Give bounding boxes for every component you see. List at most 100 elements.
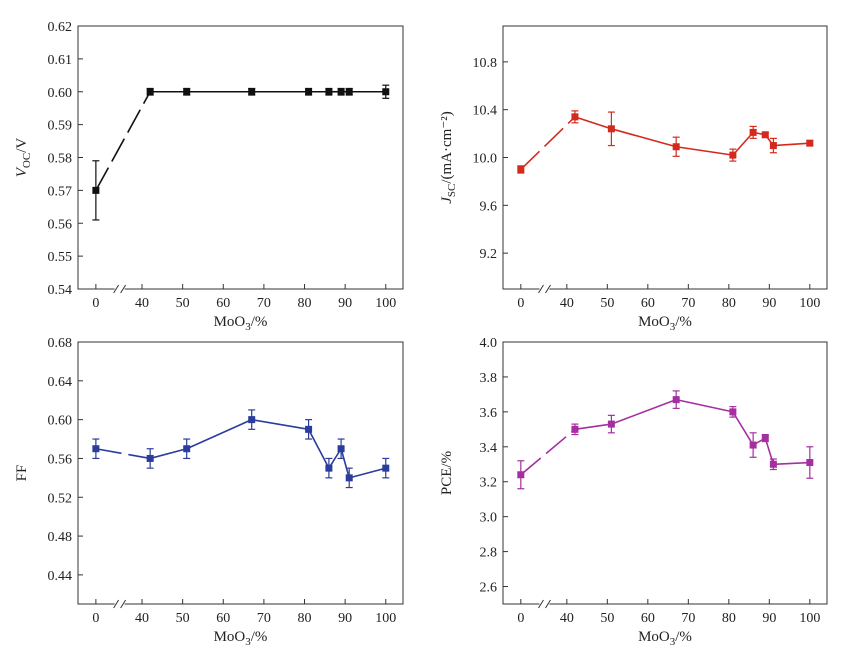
data-point xyxy=(305,425,313,433)
plot-frame xyxy=(77,25,404,290)
y-tick-label: 2.6 xyxy=(480,581,498,596)
axis-break-mark xyxy=(113,599,120,609)
series-line-segment xyxy=(95,447,151,460)
data-point xyxy=(769,142,777,150)
x-tick-label: 80 xyxy=(298,611,312,626)
x-tick-label: 100 xyxy=(799,296,820,311)
y-tick-label: 3.6 xyxy=(480,406,498,421)
x-axis-label: MoO3/% xyxy=(638,314,692,333)
series-line-segment xyxy=(149,447,187,460)
y-tick-label: 10.8 xyxy=(473,56,498,71)
data-point xyxy=(92,186,100,194)
x-tick-label: 60 xyxy=(216,611,230,626)
x-tick-label: 40 xyxy=(560,296,574,311)
series-line-segment xyxy=(574,116,612,130)
x-tick-label: 60 xyxy=(641,611,655,626)
y-tick-label: 3.8 xyxy=(480,371,498,386)
x-tick-label: 70 xyxy=(257,611,271,626)
data-point xyxy=(92,445,100,453)
data-point xyxy=(729,151,737,159)
data-point xyxy=(517,471,525,479)
data-point xyxy=(248,88,256,96)
axis-break-mark xyxy=(538,284,544,294)
x-tick-label: 0 xyxy=(92,611,99,626)
series-line-segment xyxy=(773,461,810,466)
y-tick-label: 0.60 xyxy=(48,414,73,429)
y-axis-label: VOC/V xyxy=(14,138,33,178)
y-tick-label: 4.0 xyxy=(480,336,498,351)
series-line-segment xyxy=(349,467,386,479)
data-point xyxy=(517,165,525,173)
data-point xyxy=(672,143,680,151)
axis-break-gap xyxy=(539,600,550,608)
y-tick-label: 10.0 xyxy=(473,152,498,167)
x-tick-label: 80 xyxy=(298,296,312,311)
series-line-segment xyxy=(186,418,253,450)
y-axis-label: JSC/(mA·cm⁻²) xyxy=(439,111,458,204)
series-line-segment xyxy=(611,128,677,148)
y-tick-label: 0.60 xyxy=(48,86,73,101)
data-point xyxy=(382,464,390,472)
axis-break-mark xyxy=(113,284,120,294)
x-tick-label: 90 xyxy=(338,296,352,311)
data-point xyxy=(146,88,154,96)
data-point xyxy=(806,459,814,467)
x-tick-label: 0 xyxy=(517,611,524,626)
series-line-segment xyxy=(251,418,309,431)
x-tick-label: 40 xyxy=(135,611,149,626)
data-point xyxy=(305,88,313,96)
x-tick-label: 90 xyxy=(762,611,776,626)
x-tick-label: 0 xyxy=(92,296,99,311)
y-axis-label: FF xyxy=(14,465,30,482)
series-line-segment xyxy=(340,448,350,479)
data-point xyxy=(729,408,737,416)
y-tick-label: 3.4 xyxy=(480,441,498,456)
x-tick-label: 90 xyxy=(762,296,776,311)
series-line-segment xyxy=(520,116,576,171)
x-axis-label: MoO3/% xyxy=(214,314,268,333)
series-line-segment xyxy=(574,423,612,431)
series-line-segment xyxy=(764,437,775,465)
data-point xyxy=(345,474,353,482)
y-tick-label: 0.56 xyxy=(48,452,73,467)
plot-frame xyxy=(502,25,828,290)
y-tick-label: 0.58 xyxy=(48,152,73,167)
x-tick-label: 50 xyxy=(600,296,614,311)
x-tick-label: 0 xyxy=(517,296,524,311)
x-tick-label: 40 xyxy=(135,296,149,311)
data-point xyxy=(806,139,814,147)
data-point xyxy=(749,128,757,136)
y-tick-label: 0.62 xyxy=(48,20,73,35)
y-tick-label: 0.64 xyxy=(48,375,73,390)
x-tick-label: 90 xyxy=(338,611,352,626)
data-point xyxy=(761,434,769,442)
axis-break-mark xyxy=(120,284,127,294)
data-point xyxy=(146,454,154,462)
chart-voc: 0.54 0.55 0.56 0.57 0.58 0.59 0.60 0.61 0.62 0 40 5… xyxy=(14,20,404,333)
x-axis-label: MoO3/% xyxy=(214,629,268,648)
x-tick-label: 100 xyxy=(375,611,396,626)
y-tick-label: 0.57 xyxy=(48,184,73,199)
x-tick-label: 40 xyxy=(560,611,574,626)
y-tick-label: 0.68 xyxy=(48,336,73,351)
data-point xyxy=(248,416,256,424)
data-point xyxy=(183,88,191,96)
series-line-segment xyxy=(95,91,151,191)
x-tick-label: 70 xyxy=(681,296,695,311)
data-point xyxy=(183,445,191,453)
series-line-segment xyxy=(773,142,810,147)
axis-break-mark xyxy=(538,599,544,609)
plot-frame xyxy=(502,341,828,605)
series-line-segment xyxy=(676,398,734,413)
y-axis-label: PCE/% xyxy=(439,451,455,495)
y-tick-label: 0.56 xyxy=(48,217,73,232)
axis-break-gap xyxy=(539,285,550,293)
series-line-segment xyxy=(307,428,330,469)
x-tick-label: 70 xyxy=(681,611,695,626)
chart-pce: 2.6 2.8 3.0 3.2 3.4 3.6 3.8 4.0 0 40 50 60 70 80 90 100… xyxy=(439,336,828,648)
y-tick-label: 0.61 xyxy=(48,53,73,68)
y-tick-label: 2.8 xyxy=(480,546,498,561)
x-tick-label: 100 xyxy=(799,611,820,626)
y-tick-label: 0.59 xyxy=(48,119,73,134)
